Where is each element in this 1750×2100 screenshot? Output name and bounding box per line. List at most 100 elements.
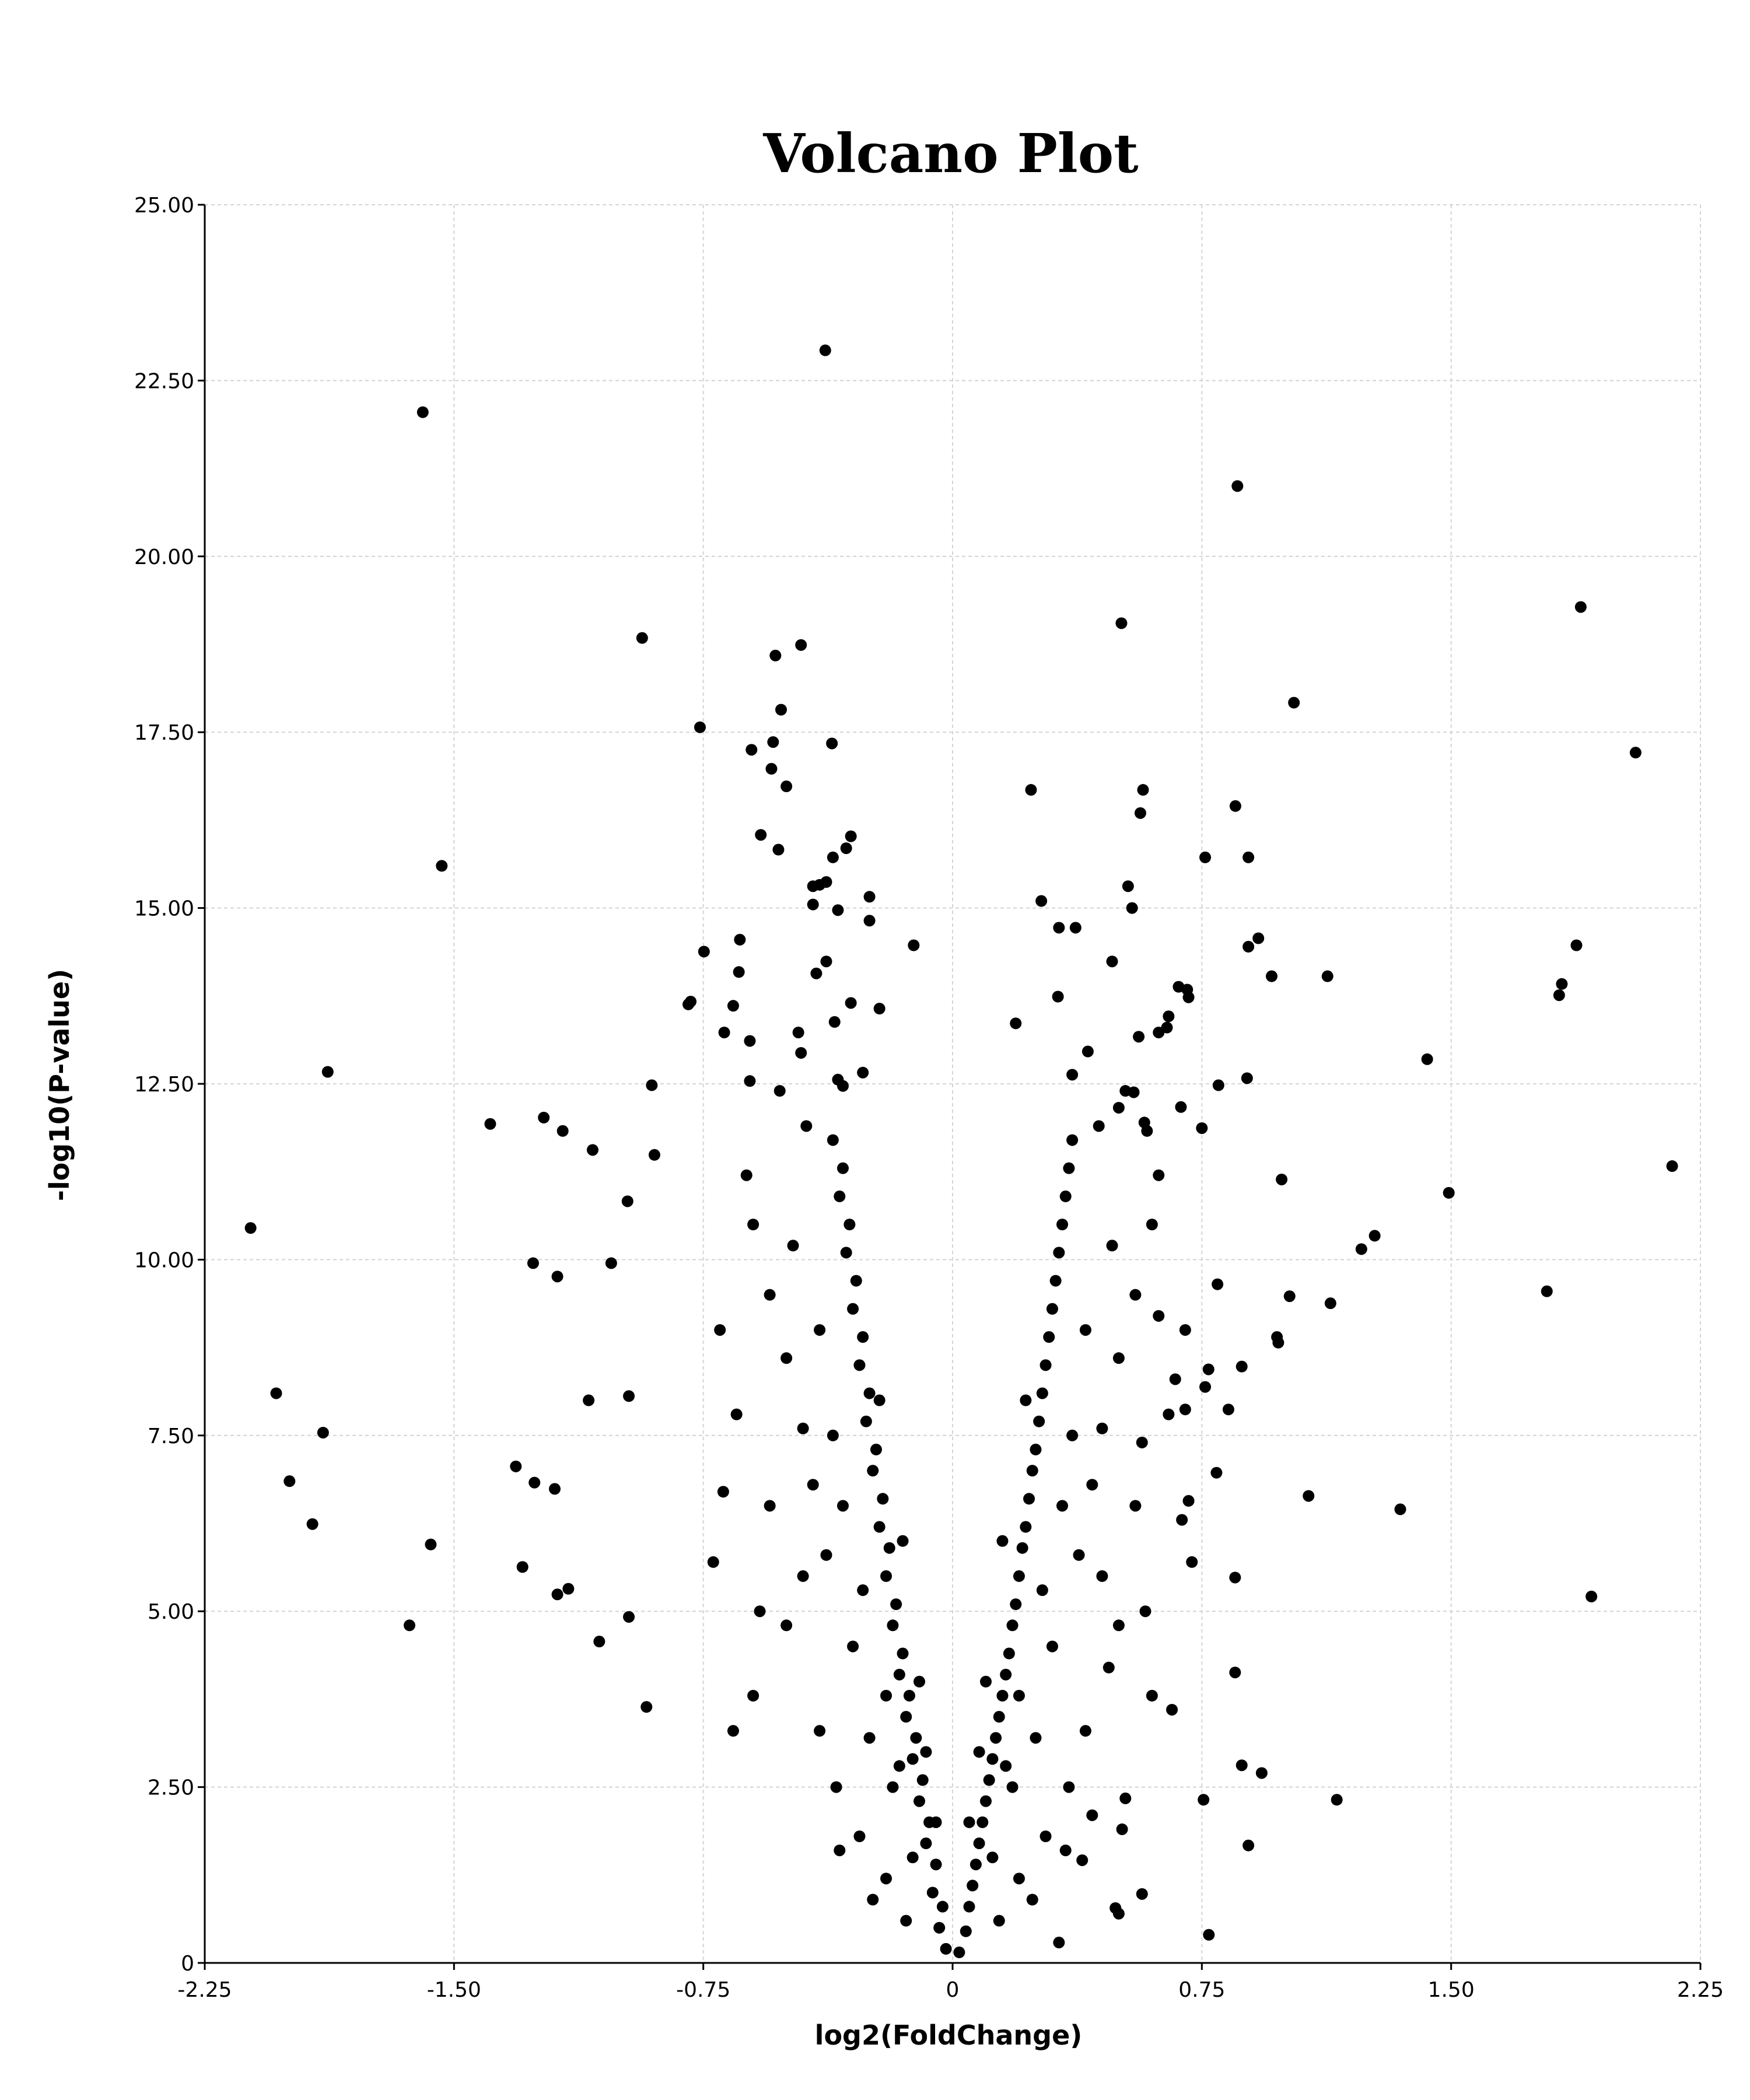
- data-point: [867, 1465, 879, 1477]
- data-point: [867, 1894, 879, 1906]
- data-point: [1368, 1230, 1381, 1242]
- data-point: [887, 1781, 899, 1793]
- data-point: [1272, 1336, 1284, 1349]
- data-point: [754, 1605, 766, 1618]
- data-point: [548, 1483, 561, 1495]
- data-point: [1033, 1415, 1045, 1427]
- data-point: [767, 736, 779, 748]
- data-point: [774, 1085, 786, 1097]
- data-point: [1106, 1240, 1118, 1252]
- data-point: [1586, 1590, 1598, 1602]
- data-point: [1179, 1324, 1191, 1336]
- data-point: [820, 1549, 832, 1561]
- data-point: [1036, 1584, 1048, 1597]
- data-point: [1112, 1352, 1125, 1364]
- data-point: [840, 842, 852, 855]
- x-tick-label: -2.25: [177, 1978, 232, 2002]
- data-point: [1006, 1619, 1019, 1632]
- data-point: [1443, 1186, 1455, 1199]
- data-point: [1179, 1404, 1191, 1416]
- data-point: [1229, 800, 1241, 812]
- y-tick-label: 22.50: [134, 369, 194, 393]
- data-point: [1146, 1219, 1158, 1231]
- data-point: [1093, 1120, 1105, 1132]
- data-point: [780, 780, 793, 793]
- data-point: [1556, 978, 1568, 990]
- data-point: [973, 1838, 985, 1850]
- data-point: [953, 1946, 965, 1958]
- y-tick-label: 25.00: [134, 194, 194, 218]
- data-point: [1283, 1290, 1296, 1303]
- y-tick-label: 12.50: [134, 1073, 194, 1097]
- data-point: [1106, 956, 1118, 968]
- data-point: [996, 1535, 1009, 1547]
- data-point: [1076, 1854, 1088, 1866]
- data-point: [990, 1732, 1002, 1744]
- data-point: [857, 1584, 869, 1597]
- data-point: [973, 1746, 985, 1758]
- data-point: [1116, 1823, 1128, 1835]
- data-point: [1122, 880, 1134, 892]
- data-point: [694, 721, 706, 733]
- data-point: [1112, 1619, 1125, 1632]
- data-point: [910, 1732, 922, 1744]
- y-tick-label: 7.50: [148, 1424, 194, 1448]
- data-point: [827, 1429, 839, 1441]
- data-point: [1629, 747, 1642, 759]
- data-point: [510, 1460, 522, 1472]
- data-point: [832, 904, 844, 916]
- data-point: [621, 1195, 634, 1208]
- data-point: [1355, 1243, 1367, 1255]
- data-point: [1176, 1514, 1188, 1526]
- data-point: [640, 1701, 653, 1713]
- data-points: [244, 344, 1678, 1958]
- data-point: [1023, 1493, 1035, 1505]
- data-point: [800, 1120, 813, 1132]
- data-point: [1049, 1275, 1062, 1287]
- data-point: [907, 1753, 919, 1765]
- data-point: [1166, 1703, 1178, 1716]
- data-point: [551, 1588, 564, 1601]
- data-point: [484, 1118, 496, 1130]
- data-point: [1056, 1219, 1069, 1231]
- data-point: [820, 876, 832, 888]
- data-point: [636, 632, 648, 644]
- data-point: [769, 649, 782, 662]
- data-point: [1574, 601, 1587, 613]
- data-point: [1303, 1490, 1315, 1502]
- data-point: [887, 1619, 899, 1632]
- data-point: [1570, 939, 1583, 951]
- data-point: [983, 1774, 995, 1786]
- data-point: [746, 744, 758, 756]
- data-point: [1199, 851, 1212, 863]
- data-point: [1010, 1598, 1022, 1611]
- data-point: [1036, 1387, 1048, 1399]
- data-point: [321, 1066, 334, 1078]
- x-tick-label: -0.75: [676, 1978, 730, 2002]
- data-point: [933, 1922, 946, 1934]
- data-point: [1020, 1521, 1032, 1533]
- data-point: [792, 1026, 804, 1038]
- data-point: [1030, 1443, 1042, 1455]
- data-point: [1096, 1570, 1108, 1582]
- data-point: [1053, 922, 1065, 934]
- data-point: [853, 1359, 866, 1371]
- data-point: [623, 1611, 635, 1623]
- data-point: [1196, 1122, 1208, 1134]
- data-point: [936, 1901, 949, 1913]
- data-point: [740, 1169, 752, 1181]
- data-point: [772, 844, 785, 856]
- data-point: [1203, 1929, 1215, 1941]
- data-point: [1265, 970, 1278, 982]
- y-tick-label: 5.00: [148, 1600, 194, 1624]
- data-point: [1016, 1542, 1028, 1554]
- data-point: [436, 860, 448, 872]
- data-point: [1000, 1760, 1012, 1772]
- data-point: [827, 851, 839, 863]
- data-point: [270, 1387, 282, 1399]
- data-point: [1172, 981, 1185, 993]
- data-point: [730, 1408, 743, 1420]
- data-point: [317, 1426, 329, 1438]
- data-point: [1003, 1647, 1015, 1660]
- data-point: [623, 1390, 635, 1402]
